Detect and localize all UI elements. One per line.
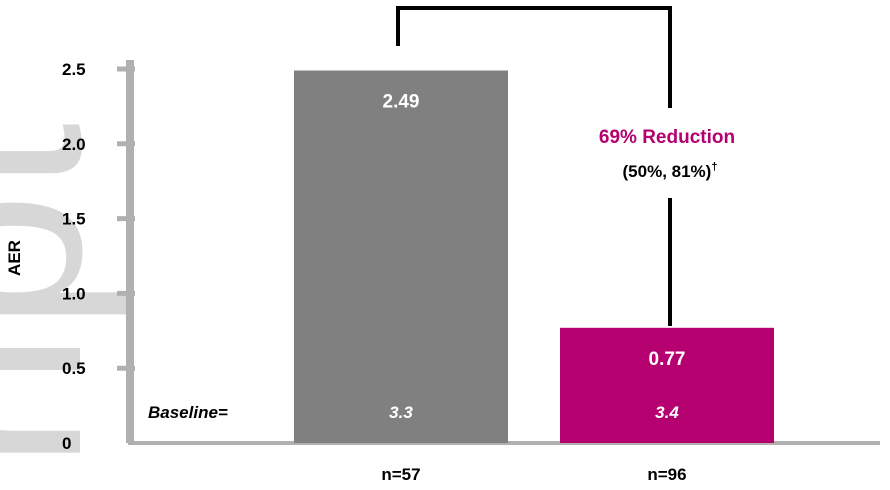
bars: 2.49 3.3 n=57 0.77 3.4 n=96 bbox=[294, 70, 774, 484]
watermark: ript bbox=[0, 123, 133, 470]
baseline-value: 3.3 bbox=[389, 403, 413, 422]
bar bbox=[560, 327, 774, 443]
baseline-value: 3.4 bbox=[655, 403, 679, 422]
comparison-bracket bbox=[396, 6, 672, 108]
bar-value-label: 0.77 bbox=[649, 349, 686, 370]
reduction-annotation: 69% Reduction bbox=[599, 127, 735, 148]
reduction-ci: (50%, 81%)† bbox=[623, 161, 718, 181]
reduction-ci-mark: † bbox=[711, 161, 717, 173]
y-ticks: 0 0.5 1.0 1.5 2.0 2.5 bbox=[62, 60, 135, 453]
y-tick-label: 1.5 bbox=[62, 210, 86, 229]
reduction-ci-values: (50%, 81%) bbox=[623, 162, 712, 181]
y-tick-label: 2.5 bbox=[62, 60, 86, 79]
y-tick-label: 0.5 bbox=[62, 359, 86, 378]
bar bbox=[294, 70, 508, 443]
y-tick-label: 0 bbox=[62, 434, 71, 453]
baseline-label: Baseline= bbox=[148, 403, 228, 422]
bar-value-label: 2.49 bbox=[383, 91, 420, 112]
y-axis-label: AER bbox=[5, 240, 24, 276]
y-tick-label: 2.0 bbox=[62, 135, 86, 154]
x-tick-label: n=96 bbox=[647, 465, 686, 484]
x-tick-label: n=57 bbox=[381, 465, 420, 484]
y-tick-label: 1.0 bbox=[62, 284, 86, 303]
